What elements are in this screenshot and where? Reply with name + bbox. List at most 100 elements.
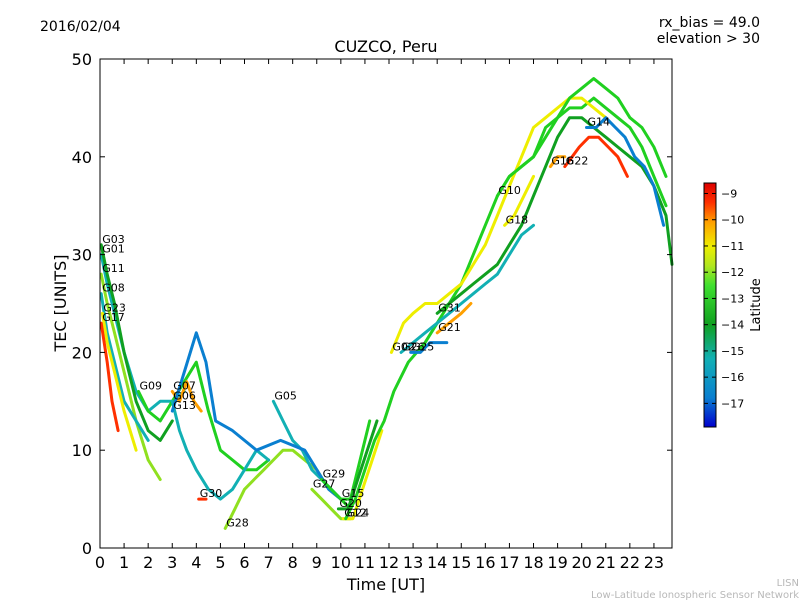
plot-frame	[99, 58, 673, 549]
colorbar-tick-label: −10	[721, 214, 744, 227]
series-line-g17	[99, 321, 120, 433]
series-label-g24: G24	[347, 507, 370, 520]
x-tick-label: 23	[644, 553, 664, 572]
series-label-g21: G21	[438, 321, 461, 334]
x-tick-label: 20	[572, 553, 592, 572]
series-label-g12: G12	[344, 507, 367, 520]
series-label-g11: G11	[102, 262, 125, 275]
series-line-g22	[563, 135, 629, 178]
series-label-g18: G18	[506, 213, 529, 226]
series-line-g15	[339, 419, 372, 501]
series-label-g15: G15	[342, 487, 365, 500]
x-tick-label: 4	[191, 553, 201, 572]
colorbar-ticks: −9 −10 −11 −12 −13 −14 −15 −16 −17	[704, 187, 744, 410]
x-tick-label: 12	[379, 553, 399, 572]
series-line-g23	[100, 311, 138, 452]
colorbar	[703, 182, 717, 428]
x-tick-label: 14	[427, 553, 447, 572]
colorbar-tick-label: −14	[721, 319, 744, 332]
series-label-g05: G05	[274, 389, 297, 402]
series-label-g08: G08	[102, 282, 125, 295]
series-label-g09: G09	[140, 380, 163, 393]
colorbar-tick-label: −9	[721, 187, 737, 200]
x-tick-label: 6	[239, 553, 249, 572]
x-tick-label: 19	[547, 553, 567, 572]
series-label-g29: G29	[323, 468, 346, 481]
y-axis: 0 10 20 30 40 50	[72, 50, 672, 558]
series-line-g02	[389, 96, 608, 354]
x-axis-label: Time [UT]	[346, 575, 425, 594]
y-tick-label: 0	[82, 539, 92, 558]
rx-bias-label: rx_bias = 49.0	[659, 15, 760, 31]
series-line-g06	[170, 399, 271, 501]
series-label-g07: G07	[173, 380, 196, 393]
series-label-g22: G22	[566, 155, 589, 168]
x-tick-label: 11	[355, 553, 375, 572]
colorbar-tick-label: −13	[721, 292, 744, 305]
series-line-g12	[341, 429, 384, 521]
series-label-g01: G01	[102, 243, 125, 256]
x-tick-label: 2	[143, 553, 153, 572]
y-tick-label: 20	[72, 343, 92, 362]
x-axis: 0 1 2 3 4 5 6 7 8 9 10 11 12 13 14 15 16 17 18 19 20 21 22 23	[95, 59, 664, 572]
x-tick-label: 18	[523, 553, 543, 572]
series-label-g13: G13	[173, 399, 196, 412]
colorbar-tick-label: −12	[721, 266, 744, 279]
x-tick-label: 15	[451, 553, 471, 572]
footer-org-full: Low-Latitude Ionospheric Sensor Network	[591, 590, 799, 600]
series-line-g14	[585, 116, 666, 227]
series-line-g20	[336, 419, 379, 511]
colorbar-label: Latitude	[749, 278, 764, 332]
x-tick-label: 17	[499, 553, 519, 572]
series-label-g31: G31	[438, 301, 461, 314]
series-label-g27: G27	[313, 477, 336, 490]
x-tick-label: 13	[403, 553, 423, 572]
series-line-g16	[548, 155, 567, 169]
series-label-g06: G06	[173, 389, 196, 402]
series-line-g24	[344, 96, 668, 521]
series-label-g23: G23	[103, 301, 126, 314]
series-line-g10	[495, 77, 668, 198]
series-label-g30: G30	[200, 487, 223, 500]
elevation-label: elevation > 30	[657, 31, 760, 47]
y-tick-label: 30	[72, 246, 92, 265]
series-line-g01	[99, 253, 186, 413]
y-tick-label: 50	[72, 50, 92, 69]
date-label: 2016/02/04	[40, 19, 121, 35]
series-label-g16: G16	[551, 155, 574, 168]
series-line-g08	[99, 292, 150, 442]
series-line-g09	[137, 360, 271, 472]
plot-lines	[99, 77, 674, 530]
x-tick-label: 22	[620, 553, 640, 572]
series-label-g26: G26	[402, 340, 425, 353]
series-line-g31	[435, 116, 674, 315]
x-tick-label: 7	[263, 553, 273, 572]
x-tick-label: 0	[95, 553, 105, 572]
x-tick-label: 16	[475, 553, 495, 572]
colorbar-tick-label: −15	[721, 345, 744, 358]
series-line-g13	[170, 331, 343, 501]
series-line-g03	[99, 243, 174, 442]
series-label-g14: G14	[588, 116, 611, 129]
y-tick-label: 40	[72, 148, 92, 167]
x-tick-label: 10	[331, 553, 351, 572]
x-tick-label: 9	[312, 553, 322, 572]
series-line-g25	[409, 341, 449, 354]
footer-org-short: LISN	[777, 578, 799, 589]
series-line-g11	[99, 272, 162, 481]
x-tick-label: 3	[167, 553, 177, 572]
series-label-g20: G20	[339, 497, 362, 510]
series-line-g21	[435, 302, 473, 335]
x-tick-label: 5	[215, 553, 225, 572]
y-tick-label: 10	[72, 441, 92, 460]
series-line-g29	[320, 478, 352, 511]
colorbar-tick-label: −11	[721, 240, 744, 253]
x-tick-label: 21	[596, 553, 616, 572]
x-tick-label: 1	[119, 553, 129, 572]
x-tick-label: 8	[288, 553, 298, 572]
series-label-g28: G28	[226, 516, 249, 529]
series-label-g17: G17	[102, 311, 125, 324]
series-line-g18	[503, 174, 535, 227]
